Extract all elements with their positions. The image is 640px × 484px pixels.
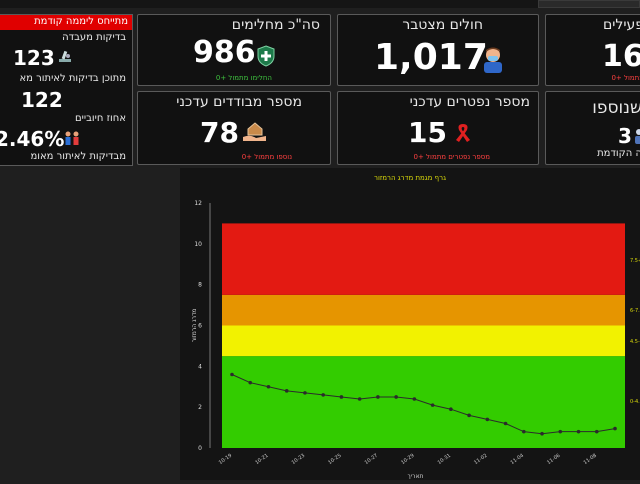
band-range-label: 4.5-6 (630, 339, 640, 345)
ribbon-icon (456, 124, 470, 142)
lab-tests-label: בדיקות מעבדה (62, 32, 126, 43)
x-tick-label: 10-19 (218, 453, 233, 466)
previous-day-banner: מתייחס ליממה קודמת (0, 15, 132, 30)
data-point (540, 431, 544, 436)
microscope-icon (59, 50, 71, 62)
cumulative-patients-card: חולים מצטבר 1,017 (337, 14, 539, 86)
x-tick-label: 10-29 (400, 453, 415, 466)
isolated-value: 78 (200, 116, 239, 149)
data-point (522, 429, 526, 434)
people-group-icon (65, 131, 79, 145)
data-point (613, 426, 617, 431)
band-2 (222, 294, 625, 326)
x-axis-label: תאריך (408, 473, 424, 480)
recovered-title: סה"כ מחלימים (231, 17, 320, 33)
hand-house-icon (243, 122, 266, 141)
x-tick-label: 10-25 (327, 453, 342, 466)
data-point (449, 407, 453, 412)
data-point (467, 413, 471, 418)
data-point (230, 372, 234, 377)
traffic-light-chart-panel: גרף מגמת מדרג הרמזור 0 2 4 6 8 10 12 מדרג הרמזו… (180, 168, 640, 480)
data-point (594, 429, 599, 434)
x-tick-label: 10-21 (254, 453, 269, 466)
added-title: שנוספו (592, 98, 640, 118)
data-point (321, 393, 325, 397)
y-tick-label: 6 (198, 323, 202, 330)
traffic-light-trend-chart: 0 2 4 6 8 10 12 מדרג הרמזור 0-4.5 4.5-6 6-7.5 7.5+ 1… (191, 200, 640, 480)
x-tick-label: 11-06 (546, 453, 561, 466)
deceased-value: 15 (408, 116, 447, 149)
band-range-label: 0-4.5 (630, 399, 640, 405)
band-3 (222, 223, 625, 295)
data-point (376, 395, 380, 399)
x-tick-label: 10-31 (437, 453, 452, 466)
isolated-card: מספר מבודדים עדכני 78 נוספו מתמול +0 (137, 91, 331, 165)
isolated-title: מספר מבודדים עדכני (176, 94, 302, 110)
recovered-delta: החלימו מתמול +0 (215, 74, 272, 82)
active-title: פעילים (602, 17, 640, 33)
band-1 (222, 325, 625, 357)
data-point (430, 403, 435, 407)
top-bar (0, 0, 640, 8)
deceased-card: מספר נפטרים עדכני 15 מספר נפטרים מתמול +… (337, 91, 539, 165)
data-point (412, 397, 417, 401)
added-value: 3 (618, 124, 632, 148)
data-point (303, 391, 307, 395)
band-range-label: 7.5+ (630, 258, 640, 264)
y-axis-label: מדרג הרמזור (191, 309, 198, 343)
shield-medical-icon (257, 45, 275, 67)
data-point (503, 421, 508, 426)
isolated-delta: נוספו מתמול +0 (241, 153, 292, 161)
positive-rate-value: 2.46% (0, 127, 65, 151)
x-tick-label: 10-27 (364, 453, 379, 466)
data-point (576, 429, 581, 434)
confirmed-label: מבדיקות לאיתור מאומ (30, 151, 126, 162)
added-subtitle: ה הקודמת (597, 148, 640, 159)
data-point (394, 395, 398, 399)
previous-day-banner-label: מתייחס ליממה קודמת (34, 16, 128, 27)
data-point (558, 429, 563, 434)
daily-tests-panel: מתייחס ליממה קודמת בדיקות מעבדה 123 מתוכ… (0, 14, 133, 166)
chart-title: גרף מגמת מדרג הרמזור (374, 174, 446, 182)
tracing-tests-value: 122 (21, 88, 63, 112)
band-range-label: 6-7.5 (630, 308, 640, 314)
active-value: 16 (602, 39, 640, 74)
data-point (339, 395, 344, 399)
data-point (284, 389, 289, 393)
positive-rate-label: אחוז חיוביים (75, 113, 126, 124)
y-tick-label: 2 (198, 404, 202, 411)
y-tick-label: 10 (194, 241, 202, 248)
x-tick-label: 11-04 (510, 453, 525, 466)
data-point (266, 384, 271, 389)
patient-mask-icon (484, 47, 502, 73)
data-point (248, 380, 253, 385)
cumulative-value: 1,017 (374, 37, 488, 78)
data-point (357, 397, 362, 401)
recovered-value: 986 (193, 35, 256, 70)
y-tick-label: 12 (194, 200, 202, 207)
cumulative-title: חולים מצטבר (402, 17, 483, 33)
deceased-title: מספר נפטרים עדכני (409, 94, 530, 110)
x-tick-label: 10-23 (291, 453, 306, 466)
lab-tests-value: 123 (13, 46, 55, 70)
top-bar-box (538, 0, 640, 8)
deceased-delta: מספר נפטרים מתמול +0 (413, 153, 491, 161)
y-tick-label: 4 (198, 363, 202, 370)
x-tick-label: 11-08 (583, 453, 598, 466)
y-tick-label: 8 (198, 282, 202, 289)
active-delta: מתמול +0 (611, 74, 640, 82)
y-tick-label: 0 (198, 445, 202, 452)
x-tick-label: 11-02 (473, 453, 488, 466)
people-icon (635, 129, 640, 144)
recovered-card: סה"כ מחלימים 986 החלימו מתמול +0 (137, 14, 331, 86)
trend-line (231, 374, 616, 435)
active-patients-card: פעילים 16 מתמול +0 (545, 14, 640, 86)
added-card: שנוספו 3 ה הקודמת (545, 91, 640, 165)
tracing-tests-label: מתוכן בדיקות לאיתור מא (19, 73, 126, 84)
data-point (485, 417, 490, 422)
